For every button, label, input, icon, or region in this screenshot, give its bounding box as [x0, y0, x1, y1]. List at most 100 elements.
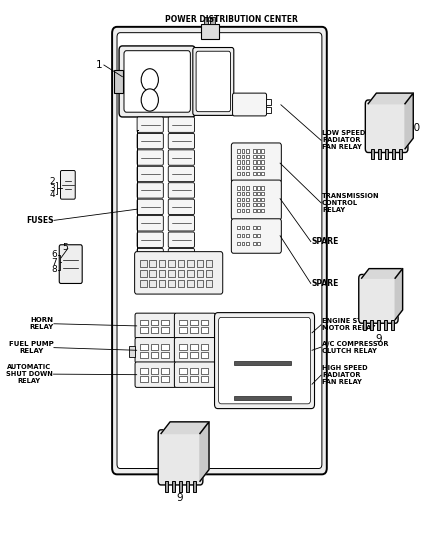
Bar — [197, 270, 203, 277]
FancyBboxPatch shape — [137, 117, 163, 132]
Bar — [242, 234, 244, 237]
Bar — [179, 344, 187, 350]
FancyBboxPatch shape — [137, 232, 163, 247]
Bar — [253, 198, 256, 201]
Bar — [237, 198, 240, 201]
Bar — [370, 319, 373, 330]
Bar — [161, 327, 169, 333]
Bar — [149, 260, 156, 267]
Bar — [261, 198, 264, 201]
Bar — [151, 327, 159, 333]
FancyBboxPatch shape — [168, 248, 194, 264]
Bar — [246, 160, 248, 164]
Bar — [257, 203, 260, 206]
Bar — [257, 149, 260, 152]
Bar — [242, 172, 244, 175]
Text: POWER DISTRIBUTION CENTER: POWER DISTRIBUTION CENTER — [165, 15, 298, 25]
Bar — [257, 209, 260, 212]
Bar — [178, 270, 184, 277]
Bar — [261, 172, 264, 175]
FancyBboxPatch shape — [231, 180, 281, 220]
FancyBboxPatch shape — [137, 150, 163, 165]
Bar — [257, 187, 260, 190]
FancyBboxPatch shape — [231, 143, 281, 183]
Bar — [179, 481, 182, 492]
Bar — [257, 166, 260, 169]
Bar — [201, 368, 208, 374]
FancyBboxPatch shape — [168, 216, 194, 231]
Bar — [237, 226, 240, 229]
Bar — [253, 166, 256, 169]
FancyBboxPatch shape — [137, 216, 163, 231]
Bar — [253, 172, 256, 175]
Bar — [257, 226, 260, 229]
Bar — [129, 346, 135, 357]
Text: A/C COMPRESSOR
CLUTCH RELAY: A/C COMPRESSOR CLUTCH RELAY — [322, 341, 389, 353]
Bar — [179, 327, 187, 333]
Bar — [197, 260, 203, 267]
Bar — [206, 270, 212, 277]
FancyBboxPatch shape — [168, 183, 194, 198]
Bar — [253, 160, 256, 164]
Text: SPARE: SPARE — [312, 279, 339, 288]
Bar — [363, 319, 366, 330]
Bar — [257, 198, 260, 201]
Bar — [179, 352, 187, 358]
Bar — [253, 187, 256, 190]
FancyBboxPatch shape — [135, 337, 176, 363]
Bar — [190, 344, 198, 350]
Bar — [261, 187, 264, 190]
Bar — [253, 234, 256, 237]
Bar — [159, 270, 166, 277]
Bar — [165, 481, 168, 492]
Bar — [237, 203, 240, 206]
Bar — [246, 226, 248, 229]
Bar — [151, 376, 159, 382]
Bar — [237, 166, 240, 169]
FancyBboxPatch shape — [365, 100, 408, 152]
Bar — [149, 280, 156, 287]
Polygon shape — [362, 269, 403, 278]
Bar — [253, 226, 256, 229]
FancyBboxPatch shape — [124, 51, 191, 112]
Bar — [242, 203, 244, 206]
Bar — [242, 209, 244, 212]
Bar — [237, 160, 240, 164]
FancyBboxPatch shape — [135, 362, 176, 387]
Bar — [237, 209, 240, 212]
Bar — [201, 376, 208, 382]
Bar — [391, 319, 394, 330]
Bar — [384, 319, 387, 330]
Bar — [253, 149, 256, 152]
Bar — [242, 192, 244, 195]
Bar — [190, 319, 198, 325]
Bar — [186, 481, 189, 492]
Text: TRANSMISSION
CONTROL
RELAY: TRANSMISSION CONTROL RELAY — [322, 193, 379, 213]
Bar — [246, 149, 248, 152]
Bar — [234, 397, 291, 400]
Bar — [257, 234, 260, 237]
Circle shape — [141, 89, 159, 111]
Bar — [187, 260, 194, 267]
FancyBboxPatch shape — [168, 166, 194, 182]
FancyBboxPatch shape — [174, 313, 215, 338]
Polygon shape — [405, 93, 413, 149]
Text: 5: 5 — [62, 243, 68, 252]
Bar — [201, 344, 208, 350]
Bar — [161, 352, 169, 358]
Bar — [168, 270, 175, 277]
FancyBboxPatch shape — [137, 183, 163, 198]
Bar — [253, 242, 256, 245]
Bar — [187, 280, 194, 287]
Bar — [193, 481, 196, 492]
Bar — [179, 319, 187, 325]
Text: 4: 4 — [49, 190, 55, 199]
Bar — [159, 260, 166, 267]
FancyBboxPatch shape — [168, 150, 194, 165]
Text: 9: 9 — [176, 493, 183, 503]
Text: FUSES: FUSES — [26, 216, 53, 225]
Bar — [242, 187, 244, 190]
Bar — [151, 352, 159, 358]
Bar — [392, 149, 395, 159]
Bar — [242, 198, 244, 201]
